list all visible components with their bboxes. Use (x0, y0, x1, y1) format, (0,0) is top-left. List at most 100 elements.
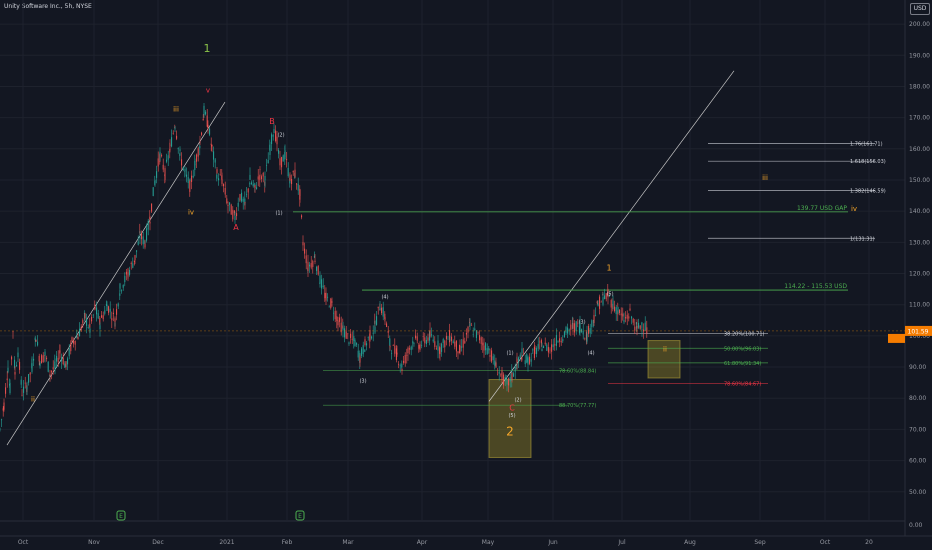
candle-body (189, 179, 191, 192)
candle-body (44, 351, 46, 356)
grid (0, 0, 905, 520)
wave-ii-target-zone (647, 340, 681, 379)
x-tick-label: 20 (865, 539, 873, 546)
candle-body (242, 198, 244, 202)
candle-body (125, 271, 127, 275)
candle-body (196, 154, 198, 162)
candle-body (581, 329, 583, 332)
candle-body (5, 387, 7, 394)
candle-body (459, 345, 461, 352)
candle-body (386, 323, 388, 327)
y-tick-label: 140.00 (909, 208, 930, 215)
candle-body (526, 354, 528, 363)
candle-body (339, 317, 341, 322)
candle-body (480, 337, 482, 344)
candle-body (52, 367, 54, 370)
candle-body (389, 346, 391, 348)
candle-body (508, 378, 510, 386)
candle-body (206, 115, 208, 127)
candle-body (149, 221, 151, 224)
currency-badge[interactable]: USD (910, 3, 930, 15)
candle-body (596, 301, 598, 303)
candle-body (586, 333, 588, 342)
last-price-tag (905, 325, 932, 336)
candle-body (182, 167, 184, 171)
x-tick-label: Jul (617, 539, 626, 546)
candle-body (527, 357, 529, 365)
candle-body (442, 339, 444, 343)
candle-body (521, 357, 523, 361)
candle-body (136, 250, 138, 252)
y-tick-label: 80.00 (909, 395, 926, 402)
candle-body (519, 354, 521, 358)
candle-body (577, 322, 579, 324)
candle-body (471, 325, 473, 326)
candle-body (626, 314, 628, 319)
fib-level-label: 50.00%(96.03) (724, 346, 761, 352)
gap-label: 114.22 - 115.53 USD (784, 283, 847, 290)
candle-body (297, 183, 299, 191)
candle-body (64, 363, 66, 368)
fib-level-label: 88.70%(77.77) (559, 403, 596, 409)
candle-body (210, 143, 212, 145)
candle-body (518, 357, 520, 361)
candle-body (387, 330, 389, 333)
candle-body (51, 370, 53, 373)
candle-body (350, 333, 352, 338)
candle-body (108, 306, 110, 313)
candle-body (76, 336, 78, 338)
wave-label: (4) (587, 351, 594, 357)
y-tick-label: 150.00 (909, 177, 930, 184)
candle-body (392, 345, 394, 346)
candle-body (218, 178, 220, 181)
candle-body (374, 326, 376, 333)
candle-body (465, 333, 467, 335)
last-price-value: 101.59 (908, 328, 929, 335)
candle-body (479, 335, 481, 341)
candle-body (26, 387, 28, 390)
candle-body (17, 352, 19, 358)
candle-body (12, 331, 14, 333)
candle-body (199, 145, 201, 149)
candle-body (226, 198, 228, 203)
candle-body (401, 369, 403, 371)
candle-body (37, 341, 39, 346)
candle-body (34, 337, 36, 341)
candle-body (291, 179, 293, 185)
candle-body (209, 128, 211, 135)
candle-body (179, 149, 181, 151)
candle-body (462, 339, 464, 348)
candle-body (287, 167, 289, 177)
candle-body (485, 343, 487, 351)
candle-body (441, 343, 443, 352)
candle-body (229, 202, 231, 205)
wave-label: 1 (606, 263, 611, 272)
candle-body (216, 174, 218, 179)
candle-body (330, 298, 332, 309)
candle-body (389, 338, 391, 346)
candle-body (312, 261, 314, 267)
candle-body (413, 343, 415, 344)
candle-body (122, 285, 124, 288)
candle-body (422, 336, 424, 337)
candle-body (41, 355, 43, 364)
candle-body (301, 215, 303, 218)
y-tick-label: 200.00 (909, 21, 930, 28)
candle-body (635, 322, 637, 325)
candle-body (474, 328, 476, 331)
candle-body (261, 176, 263, 180)
x-tick-label: Oct (820, 539, 831, 546)
candle-body (419, 344, 421, 350)
candle-body (500, 373, 502, 375)
candle-body (267, 159, 269, 164)
candle-body (541, 349, 543, 351)
candle-body (431, 334, 433, 336)
wave-label: 2 (506, 425, 514, 439)
wave-label: (2) (277, 132, 284, 138)
candle-body (539, 341, 541, 343)
candle-body (488, 348, 490, 351)
candle-body (546, 344, 548, 351)
candle-body (156, 171, 158, 178)
candle-body (99, 325, 101, 330)
